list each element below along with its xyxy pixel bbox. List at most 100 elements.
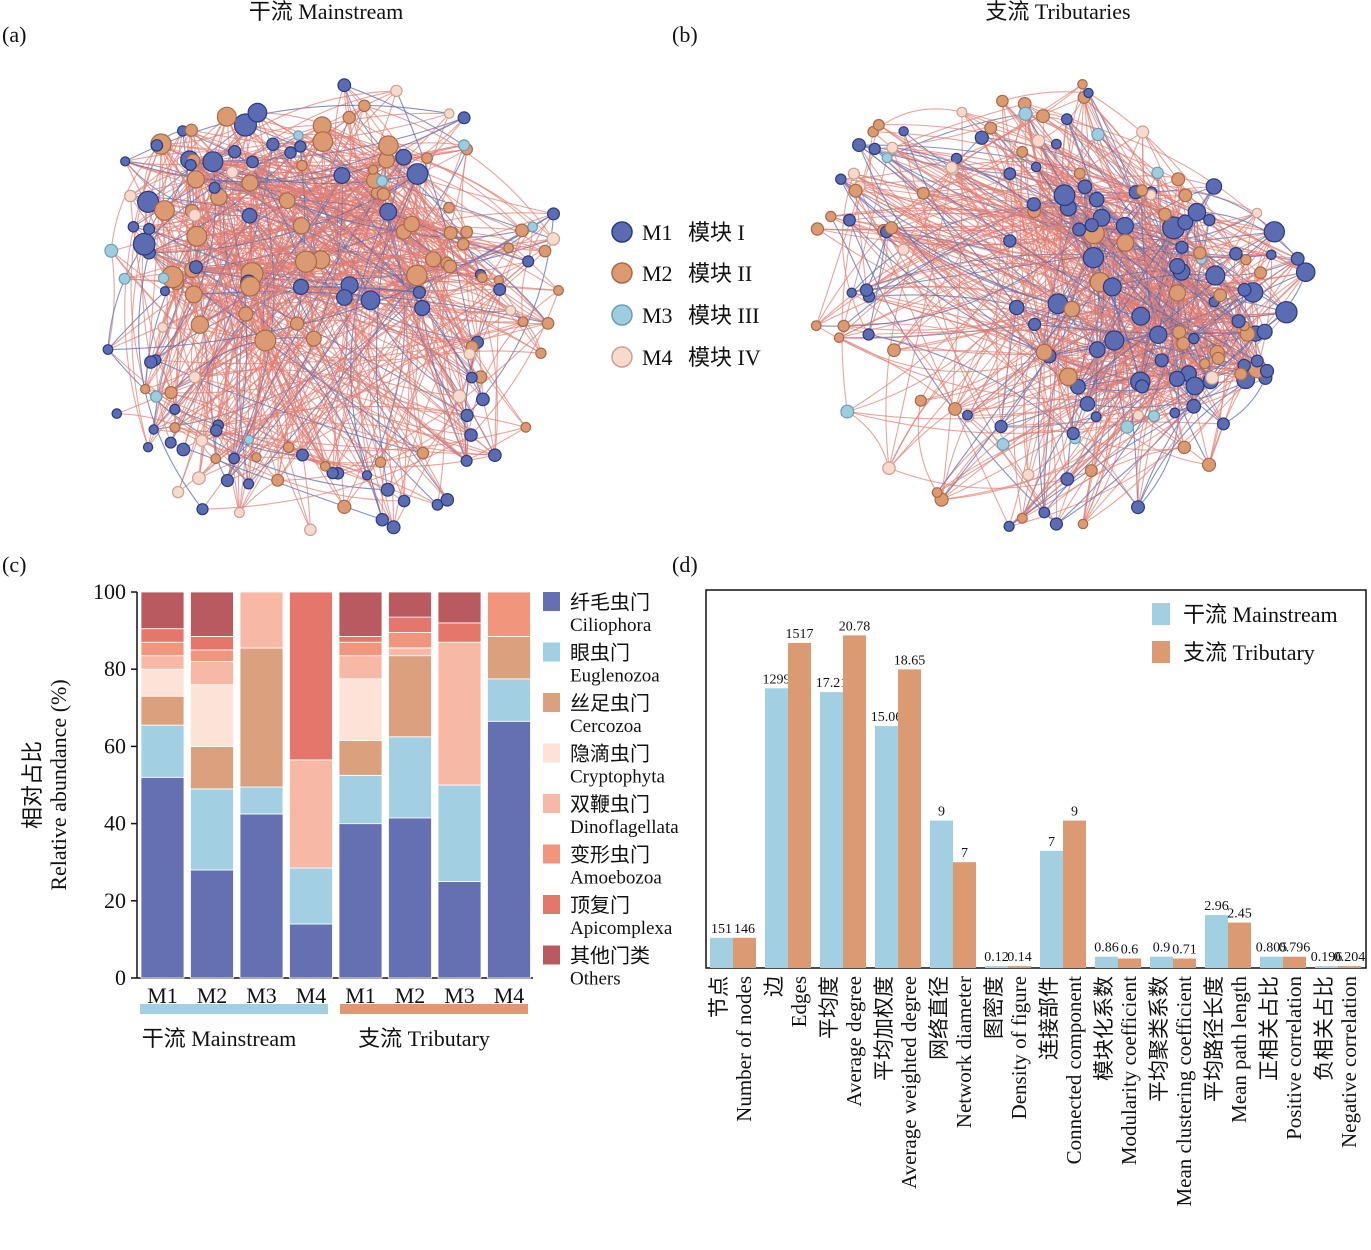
- node-m2: [417, 447, 428, 458]
- c-bar-segment: [141, 725, 184, 777]
- node-m1: [242, 208, 257, 223]
- d-bar: [930, 821, 953, 968]
- node-m1: [407, 164, 428, 185]
- node-m2: [1017, 147, 1028, 158]
- node-m2: [375, 457, 385, 467]
- d-xtick-label-cn: 负相关占比: [1312, 976, 1336, 1081]
- node-m3: [841, 405, 854, 418]
- group-label-tributary: 支流 Tributary: [358, 1026, 490, 1051]
- c-bar-segment: [240, 592, 283, 648]
- d-bar: [710, 938, 733, 968]
- node-m2: [185, 286, 202, 303]
- node-m1: [1170, 408, 1180, 418]
- c-bar-segment: [141, 656, 184, 670]
- node-m4: [445, 109, 454, 118]
- node-m2: [1172, 173, 1185, 186]
- node-m1: [1062, 114, 1073, 125]
- c-legend-marker: [543, 744, 560, 763]
- d-xtick-label-en: Positive correlation: [1282, 976, 1306, 1140]
- node-m4: [1023, 469, 1034, 480]
- node-m2: [404, 216, 419, 231]
- node-m1: [294, 279, 309, 294]
- c-bar-segment: [191, 870, 234, 978]
- node-m1: [362, 471, 371, 480]
- node-m2: [1177, 337, 1190, 350]
- positive-edge: [1002, 92, 1088, 101]
- c-bar-segment: [389, 633, 432, 648]
- c-legend-label-en: Dinoflagellata: [570, 817, 679, 838]
- panel-c-tag: (c): [2, 552, 26, 577]
- d-xtick-label-en: Density of figure: [1007, 976, 1031, 1119]
- c-bar-segment: [191, 685, 234, 747]
- node-m1: [853, 139, 866, 152]
- legend-label-m1: M1: [642, 220, 673, 245]
- c-bar-segment: [141, 777, 184, 978]
- node-m1: [467, 372, 478, 383]
- node-m4: [227, 167, 238, 178]
- c-bar-segment: [240, 648, 283, 787]
- node-m2: [217, 107, 236, 126]
- legend-marker-m2: [612, 263, 632, 283]
- node-m1: [1090, 192, 1104, 206]
- node-m1: [869, 143, 880, 154]
- c-bar-segment: [339, 741, 382, 776]
- positive-edge: [873, 109, 962, 132]
- node-m2: [1074, 168, 1085, 179]
- node-m1: [1150, 326, 1167, 343]
- d-xtick-label-cn: 连接部件: [1037, 976, 1061, 1060]
- c-bar-segment: [389, 648, 432, 656]
- node-m4: [189, 209, 201, 221]
- node-m3: [158, 273, 168, 283]
- node-m2: [1159, 208, 1171, 220]
- node-m1: [144, 224, 155, 235]
- node-m2: [377, 188, 389, 200]
- node-m2: [949, 403, 962, 416]
- node-m1: [1039, 507, 1050, 518]
- node-m2: [291, 317, 304, 330]
- c-bar-segment: [290, 868, 333, 924]
- c-bar-segment: [339, 636, 382, 642]
- node-m4: [193, 472, 206, 485]
- d-bar: [953, 862, 976, 968]
- c-bar-segment: [240, 787, 283, 814]
- node-m2: [187, 226, 207, 246]
- node-m1: [441, 494, 453, 506]
- d-xtick-label-cn: 平均加权度: [872, 976, 896, 1081]
- legend-cn-m3: 模块 III: [688, 303, 759, 328]
- c-ytick-label: 80: [104, 656, 126, 681]
- d-xtick-label-en: Edges: [787, 976, 811, 1027]
- node-m2: [1194, 247, 1206, 259]
- node-m2: [1212, 352, 1224, 364]
- node-m1: [1291, 252, 1304, 265]
- node-m4: [235, 508, 245, 518]
- node-m2: [811, 223, 823, 235]
- c-legend-label-en: Euglenozoa: [570, 666, 660, 687]
- node-m1: [133, 233, 155, 255]
- d-bar: [788, 643, 811, 968]
- node-m1: [1206, 266, 1225, 285]
- d-bar: [1283, 957, 1306, 968]
- node-m2: [536, 348, 546, 358]
- node-m1: [963, 410, 973, 420]
- d-xtick-label-en: Negative correlation: [1337, 976, 1361, 1148]
- node-m2: [1203, 458, 1216, 471]
- node-m1: [1176, 241, 1188, 253]
- node-m2: [379, 136, 398, 155]
- d-bar-value-label: 15.06: [871, 710, 903, 725]
- node-m1: [381, 483, 394, 496]
- node-m2: [313, 132, 333, 152]
- node-m1: [1067, 427, 1079, 439]
- c-legend-label-en: Apicomplexa: [570, 918, 673, 939]
- node-m2: [834, 333, 843, 342]
- d-bar-value-label: 20.78: [839, 619, 871, 634]
- c-ylabel: Relative abundance (%): [46, 679, 71, 890]
- d-xtick-label-cn: 平均路径长度: [1202, 976, 1226, 1102]
- node-m1: [1170, 259, 1185, 274]
- node-m2: [554, 286, 564, 296]
- d-bar: [1338, 966, 1361, 968]
- node-m1: [177, 443, 190, 456]
- d-bar-value-label: 0.796: [1279, 941, 1311, 956]
